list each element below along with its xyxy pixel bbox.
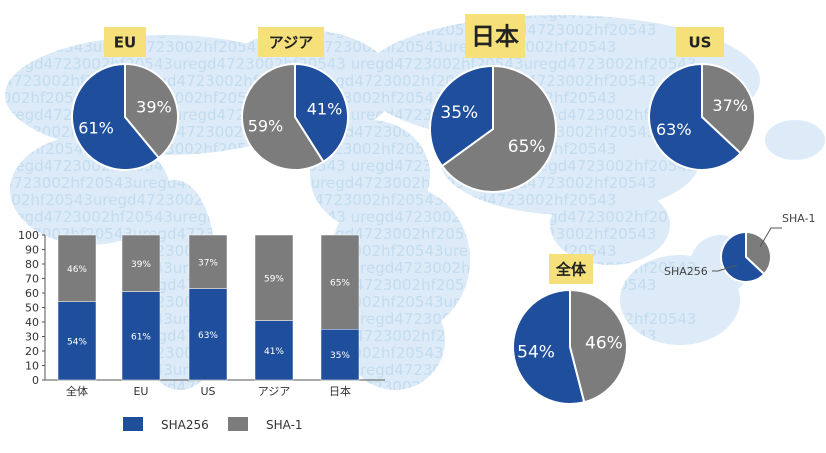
bar-value-label: 37% bbox=[198, 258, 218, 268]
bar-segment-sha1 bbox=[57, 234, 97, 302]
pie-slice-sha1 bbox=[124, 62, 179, 160]
bar-segment-sha1 bbox=[121, 234, 161, 292]
x-tick-label: EU bbox=[133, 385, 148, 398]
pie-slice-sha1 bbox=[745, 230, 772, 276]
region-tag bbox=[465, 14, 525, 58]
region-title: アジア bbox=[269, 33, 313, 51]
pie-slice-label: 46% bbox=[585, 334, 623, 354]
region-tag bbox=[258, 27, 324, 57]
y-tick-label: 60 bbox=[25, 287, 39, 300]
bar-segment-sha256 bbox=[320, 329, 360, 381]
region-title: US bbox=[689, 33, 712, 51]
pie-slice-label: 35% bbox=[440, 103, 478, 123]
map-watermark-line: uregd4723002hf20543uregd4723002hf20543 u… bbox=[0, 174, 656, 192]
bar-legend: SHA256 SHA-1 bbox=[123, 417, 303, 432]
legend-swatch bbox=[228, 417, 248, 431]
region-tag bbox=[549, 254, 593, 284]
x-tick-label: 全体 bbox=[66, 384, 88, 398]
region-title: 全体 bbox=[555, 260, 587, 278]
y-tick-label: 30 bbox=[25, 331, 39, 344]
bar-value-label: 46% bbox=[67, 265, 87, 275]
y-tick-label: 70 bbox=[25, 273, 39, 286]
bar-segment-sha256 bbox=[188, 288, 228, 381]
x-tick-label: 日本 bbox=[329, 384, 351, 398]
map-watermark-line: uregd4723002hf20543uregd4723002hf20543 u… bbox=[0, 208, 696, 226]
legend-label-sha1: SHA-1 bbox=[782, 212, 816, 225]
bar-value-label: 35% bbox=[330, 351, 350, 361]
pie-slice-sha256 bbox=[648, 62, 743, 171]
map-watermark-line: uregd4723002hf20543uregd4723002hf20543 u… bbox=[0, 55, 696, 73]
pie-chart: 37% 63% US bbox=[648, 27, 756, 171]
bar-value-label: 65% bbox=[330, 279, 350, 289]
legend-label-sha256: SHA256 bbox=[664, 265, 708, 278]
region-tag bbox=[676, 27, 724, 57]
pie-chart: 39% 61% EU bbox=[71, 27, 179, 171]
pie-slice-sha1 bbox=[241, 62, 325, 171]
x-tick-label: アジア bbox=[258, 385, 291, 398]
map-watermark-line: uregd4723002hf20543uregd4723002hf20543 u… bbox=[0, 412, 696, 430]
pie-slice-sha256 bbox=[429, 64, 494, 168]
x-tick-label: US bbox=[200, 385, 215, 398]
pie-slice-sha1 bbox=[701, 62, 756, 155]
pie-slice-label: 54% bbox=[517, 342, 555, 362]
pie-slice-sha1 bbox=[440, 64, 557, 193]
pie-slice-sha256 bbox=[71, 62, 161, 171]
legend-swatch bbox=[123, 417, 143, 431]
pie-slice-label: 65% bbox=[508, 137, 546, 157]
pie-chart: 65% 35% 日本 bbox=[429, 14, 557, 193]
legend-label: SHA256 bbox=[161, 418, 209, 432]
bar-value-label: 54% bbox=[67, 337, 87, 347]
pie-slice-sha256 bbox=[512, 288, 586, 405]
leader-line bbox=[759, 227, 782, 248]
map-watermark-line: uregd4723002hf20543uregd4723002hf20543 u… bbox=[0, 21, 656, 39]
pie-slice-label: 63% bbox=[656, 120, 692, 139]
map-watermark-line: uregd4723002hf20543uregd4723002hf20543 u… bbox=[0, 191, 616, 209]
legend-label: SHA-1 bbox=[266, 418, 303, 432]
bar-value-label: 41% bbox=[264, 347, 284, 357]
bar-segment-sha1 bbox=[188, 234, 228, 289]
pie-chart: SHA-1 SHA256 bbox=[664, 212, 816, 283]
pie-slice-label: 59% bbox=[248, 117, 284, 136]
region-title: 日本 bbox=[471, 23, 519, 51]
pie-slice-sha1 bbox=[569, 288, 628, 404]
pie-chart: 46% 54% 全体 bbox=[512, 254, 628, 405]
bar-value-label: 59% bbox=[264, 274, 284, 284]
bar-value-label: 39% bbox=[131, 260, 151, 270]
bar-value-label: 63% bbox=[198, 331, 218, 341]
pie-slice-label: 37% bbox=[712, 96, 748, 115]
bar-segment-sha1 bbox=[320, 234, 360, 330]
region-title: EU bbox=[114, 33, 136, 51]
y-tick-label: 80 bbox=[25, 258, 39, 271]
bar-value-label: 61% bbox=[131, 332, 151, 342]
leader-line bbox=[712, 264, 738, 272]
map-watermark-line: uregd4723002hf20543uregd4723002hf20543 u… bbox=[0, 429, 656, 447]
pie-charts: 39% 61% EU 41% 59% アジア 65% 35% 日本 37% 63% US 46% 54% 全… bbox=[71, 14, 816, 405]
y-tick-label: 40 bbox=[25, 316, 39, 329]
bar-segment-sha256 bbox=[121, 291, 161, 381]
y-tick-label: 10 bbox=[25, 360, 39, 373]
pie-chart: 41% 59% アジア bbox=[241, 27, 349, 171]
pie-slice-label: 41% bbox=[307, 99, 343, 118]
y-tick-label: 20 bbox=[25, 345, 39, 358]
bar-segment-sha1 bbox=[254, 234, 294, 321]
pie-slice-label: 39% bbox=[136, 98, 172, 117]
y-tick-label: 100 bbox=[18, 229, 39, 242]
y-tick-label: 50 bbox=[25, 302, 39, 315]
region-tag bbox=[104, 27, 146, 57]
pie-slice-sha256 bbox=[720, 230, 766, 283]
map-watermark-line: uregd4723002hf20543uregd4723002hf20543 u… bbox=[0, 395, 616, 413]
y-tick-label: 0 bbox=[32, 374, 39, 387]
map-watermark-line: uregd4723002hf20543uregd4723002hf20543 u… bbox=[0, 4, 696, 22]
pie-slice-label: 61% bbox=[78, 118, 114, 137]
y-tick-label: 90 bbox=[25, 244, 39, 257]
